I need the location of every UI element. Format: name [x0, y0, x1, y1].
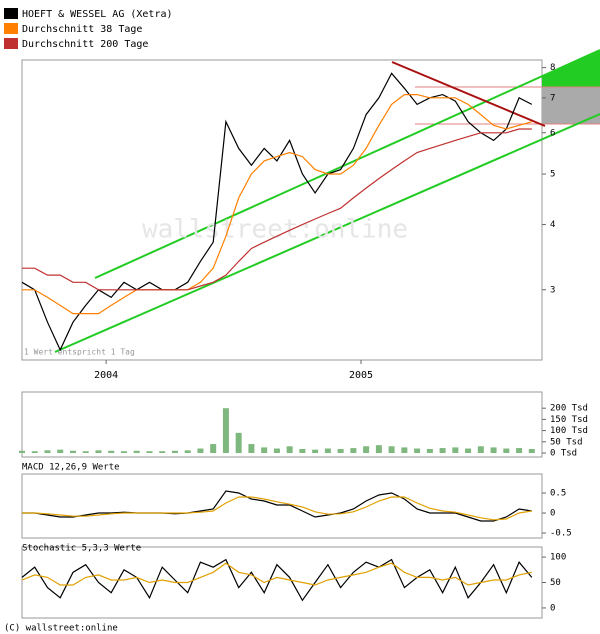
volume-bar — [299, 448, 306, 453]
y-tick-label: 0 Tsd — [550, 449, 577, 459]
volume-bar — [31, 451, 38, 453]
volume-bar — [490, 447, 497, 453]
y-tick-label: 0.5 — [550, 489, 566, 499]
volume-bar — [426, 448, 433, 453]
volume-bar — [439, 448, 446, 453]
volume-bar — [197, 448, 204, 453]
stochastic-panel — [21, 546, 543, 619]
series-line — [22, 94, 532, 315]
footer: (C) wallstreet:online — [4, 624, 118, 634]
panel-title: Stochastic 5,3,3 Werte — [22, 544, 141, 554]
x-tick-label: 2004 — [94, 370, 118, 381]
volume-bar — [414, 448, 421, 453]
y-tick-label: 5 — [550, 170, 555, 180]
volume-bar — [82, 451, 89, 453]
series-line — [22, 128, 532, 291]
volume-bar — [312, 449, 319, 453]
y-tick-label: 150 Tsd — [550, 415, 588, 425]
volume-bar — [324, 448, 331, 453]
legend-label: Durchschnitt 38 Tage — [22, 24, 142, 35]
y-tick-label: 7 — [550, 93, 555, 103]
volume-bar — [210, 444, 217, 453]
volume-bar — [159, 451, 166, 453]
volume-bar — [95, 450, 102, 453]
y-tick-label: -0.5 — [550, 529, 572, 539]
y-tick-label: 0 — [550, 603, 555, 613]
panel-title: MACD 12,26,9 Werte — [22, 463, 120, 473]
y-tick-label: 6 — [550, 128, 555, 138]
volume-bar — [261, 447, 268, 453]
series-line — [21, 558, 533, 602]
y-tick-label: 50 — [550, 578, 561, 588]
volume-bar — [516, 448, 523, 453]
series-line — [22, 496, 532, 521]
y-tick-label: 0 — [550, 509, 555, 519]
volume-bar — [19, 450, 25, 453]
series-line — [21, 72, 533, 352]
volume-bar — [503, 448, 510, 453]
trend-channel — [54, 49, 600, 353]
price-panel — [21, 59, 543, 361]
volume-bar — [363, 446, 370, 453]
volume-bar — [133, 450, 140, 453]
volume-panel — [21, 391, 543, 458]
y-tick-label: 4 — [550, 220, 555, 230]
volume-bar — [401, 447, 408, 453]
y-tick-label: 50 Tsd — [550, 437, 583, 447]
trend-line — [94, 49, 600, 279]
volume-bar — [235, 432, 242, 453]
volume-bar — [465, 448, 472, 453]
volume-bar — [375, 445, 382, 453]
volume-bar — [171, 450, 178, 453]
volume-bar — [350, 448, 357, 453]
legend-swatch — [4, 38, 18, 49]
volume-bar — [69, 450, 76, 453]
volume-bar — [248, 444, 255, 453]
x-tick-label: 2005 — [349, 370, 373, 381]
macd-panel — [21, 473, 543, 539]
volume-bar — [222, 408, 229, 453]
trend-line — [391, 61, 546, 127]
channel-fill — [542, 50, 600, 87]
volume-bar — [286, 446, 293, 453]
series-line — [21, 562, 532, 586]
y-tick-label: 200 Tsd — [550, 404, 588, 414]
volume-bar — [388, 446, 395, 453]
y-tick-label: 8 — [550, 63, 555, 73]
y-tick-label: 100 — [550, 553, 566, 563]
volume-bar — [184, 450, 191, 453]
volume-bar — [337, 448, 344, 453]
note: 1 Wert entspricht 1 Tag — [24, 348, 135, 357]
volume-bar — [452, 447, 459, 453]
legend-label: HOEFT & WESSEL AG (Xetra) — [22, 9, 173, 20]
legend-label: Durchschnitt 200 Tage — [22, 39, 148, 50]
volume-bar — [528, 448, 535, 453]
volume-bar — [273, 448, 280, 453]
legend-swatch — [4, 8, 18, 19]
volume-bar — [108, 450, 115, 453]
y-tick-label: 3 — [550, 285, 555, 295]
series-line — [22, 490, 532, 522]
y-tick-label: 100 Tsd — [550, 426, 588, 436]
volume-bar — [120, 451, 127, 453]
volume-bar — [57, 449, 64, 453]
volume-bar — [146, 451, 153, 453]
volume-bar — [477, 446, 484, 453]
trend-line — [54, 113, 600, 353]
legend-swatch — [4, 23, 18, 34]
watermark: wallstreet:online — [142, 215, 408, 245]
volume-bar — [44, 450, 51, 453]
